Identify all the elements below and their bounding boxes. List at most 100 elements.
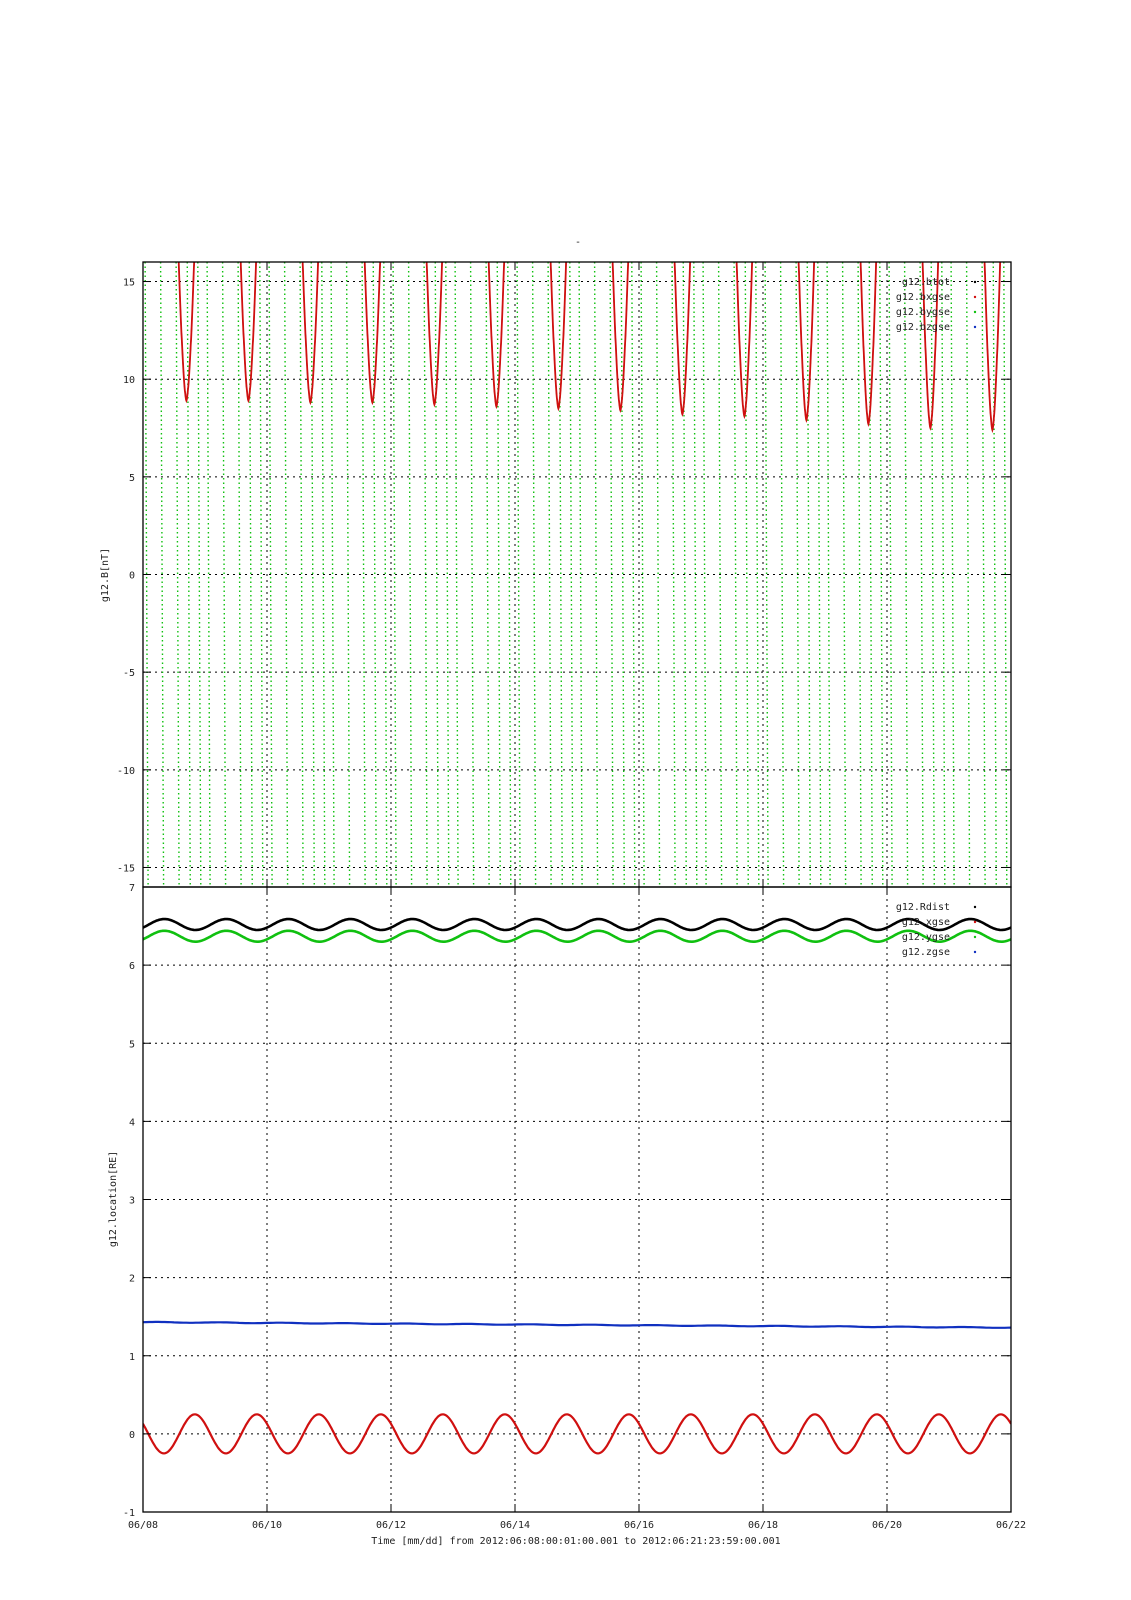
bxgse-dip <box>735 262 754 420</box>
bxgse-dip <box>673 262 692 417</box>
bygse-trace <box>950 262 955 887</box>
bygse-trace <box>903 262 909 887</box>
p1-legend: g12.btot g12.bxgse g12.bygse g12.bzgse <box>896 277 977 333</box>
bygse-trace <box>841 262 847 887</box>
p2-y-tick-label: 1 <box>129 1352 135 1363</box>
bygse-trace <box>186 262 191 887</box>
bygse-trace <box>733 262 738 887</box>
p1-grid <box>143 262 1011 887</box>
bxgse-dip <box>363 262 382 406</box>
bygse-trace <box>469 262 475 887</box>
bygse-trace <box>248 262 253 887</box>
legend-marker <box>973 935 977 939</box>
p2-y-ticks: -1 0 1 2 3 4 5 6 7 <box>123 883 1011 1519</box>
legend-label: g12.Rdist <box>896 902 950 913</box>
bxgse-dip <box>611 262 630 413</box>
bygse-trace <box>930 262 935 887</box>
p2-legend: g12.Rdist g12.xgse g12.ygse g12.zgse <box>896 902 977 958</box>
bxgse-dip <box>549 262 567 412</box>
bxgse-dip <box>177 262 196 404</box>
bygse-trace <box>1003 262 1008 887</box>
x-tick-label: 06/20 <box>872 1520 902 1531</box>
bygse-trace <box>434 262 439 887</box>
p1-y-tick-label: -15 <box>117 863 135 874</box>
p1-y-tick-label: 15 <box>123 278 135 289</box>
rdist-line <box>143 917 1011 932</box>
bygse-trace <box>569 262 574 887</box>
bygse-trace <box>779 262 785 887</box>
bxgse-dip <box>797 262 816 424</box>
bxgse-dip <box>921 262 940 431</box>
x-tick-label: 06/22 <box>996 1520 1026 1531</box>
bygse-trace <box>992 262 997 887</box>
p1-y-tick-label: 5 <box>129 473 135 484</box>
p2-y-tick-label: 3 <box>129 1196 135 1207</box>
legend-marker <box>973 905 977 909</box>
legend-marker <box>973 295 977 299</box>
bygse-trace <box>717 262 723 887</box>
x-tick-label: 06/08 <box>128 1520 158 1531</box>
p2-y-tick-label: -1 <box>123 1508 135 1519</box>
bygse-trace <box>345 262 351 887</box>
legend-label: g12.bxgse <box>896 292 950 303</box>
x-tick-label: 06/12 <box>376 1520 406 1531</box>
bygse-trace <box>321 262 326 887</box>
bygse-trace <box>857 262 862 887</box>
p2-y-tick-label: 7 <box>129 883 135 894</box>
p2-grid <box>143 887 1011 1512</box>
p2-y-axis-label: g12.location[RE] <box>108 1151 119 1247</box>
bygse-trace <box>631 262 636 887</box>
bygse-trace <box>283 262 289 887</box>
bygse-trace <box>941 262 946 887</box>
x-tick-label: 06/10 <box>252 1520 282 1531</box>
bygse-trace <box>655 262 661 887</box>
bygse-trace <box>755 262 760 887</box>
legend-marker <box>973 325 977 329</box>
bygse-trace <box>206 262 211 887</box>
bygse-trace <box>693 262 698 887</box>
p1-y-axis-label: g12.B[nT] <box>100 548 111 602</box>
p1-y-tick-label: 10 <box>123 375 135 386</box>
bygse-trace <box>392 262 397 887</box>
x-axis-ticks: 06/08 06/10 06/12 06/14 06/16 06/18 06/20 06/22 <box>128 262 1026 1531</box>
bxgse-dip <box>301 262 319 406</box>
bygse-trace <box>671 262 676 887</box>
bygse-trace <box>868 262 873 887</box>
x-tick-label: 06/18 <box>748 1520 778 1531</box>
bygse-trace <box>445 262 450 887</box>
bygse-trace <box>175 262 180 887</box>
bygse-trace <box>826 262 831 887</box>
bygse-trace <box>221 262 227 887</box>
bygse-trace <box>299 262 304 887</box>
p2-y-tick-label: 5 <box>129 1039 135 1050</box>
bygse-trace <box>744 262 749 887</box>
magnetic-field-panel: -15 -10 -5 0 5 10 15 g12.B[nT] g12.btot g12.bxg… <box>100 261 1012 888</box>
bygse-trace <box>795 262 800 887</box>
bygse-trace <box>558 262 563 887</box>
x-axis-label: Time [mm/dd] from 2012:06:08:00:01:00.00… <box>371 1536 780 1547</box>
bxgse-dip <box>239 262 257 404</box>
bxgse-dip <box>425 262 443 408</box>
bygse-trace <box>702 262 707 887</box>
bygse-trace <box>879 262 884 887</box>
legend-label: g12.btot <box>902 277 950 288</box>
bygse-trace <box>919 262 924 887</box>
bygse-trace <box>259 262 264 887</box>
bygse-trace <box>817 262 822 887</box>
legend-marker <box>973 310 977 314</box>
bygse-trace <box>981 262 986 887</box>
legend-label: g12.zgse <box>902 947 950 958</box>
bygse-trace <box>159 262 165 887</box>
p2-y-tick-label: 0 <box>129 1430 135 1441</box>
bygse-trace <box>330 262 335 887</box>
bygse-trace <box>578 262 583 887</box>
bygse-trace <box>806 262 811 887</box>
bygse-trace <box>547 262 552 887</box>
legend-marker <box>973 280 977 284</box>
bygse-trace <box>237 262 242 887</box>
x-tick-label: 06/14 <box>500 1520 530 1531</box>
p2-y-tick-label: 6 <box>129 961 135 972</box>
bygse-trace <box>361 262 366 887</box>
